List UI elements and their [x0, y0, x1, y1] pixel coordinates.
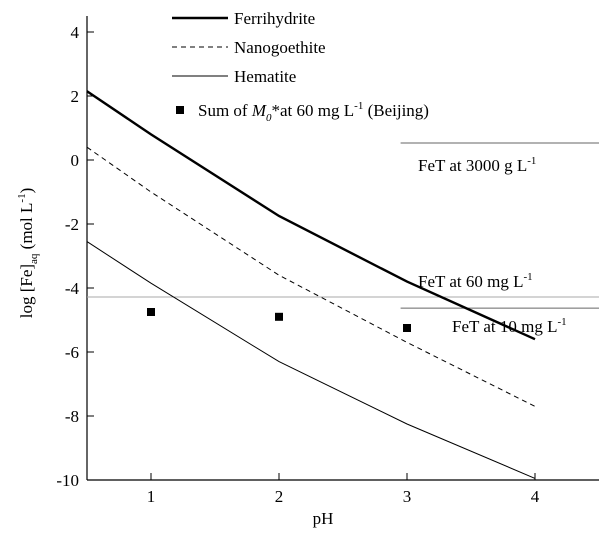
- legend-marker: [176, 106, 184, 114]
- reference-label: FeT at 3000 g L-1: [418, 155, 536, 175]
- text-part: -1: [557, 316, 566, 328]
- marker: [147, 308, 155, 316]
- legend-label: Sum of M0*at 60 mg L-1 (Beijing): [198, 100, 429, 124]
- text-part: log [Fe]: [17, 264, 36, 318]
- text-part: (Beijing): [363, 101, 429, 120]
- series-line: [86, 146, 536, 407]
- text-part: FeT at 3000 g L: [418, 156, 527, 175]
- text-part: ): [17, 188, 36, 194]
- y-tick-label: 2: [71, 87, 80, 106]
- reference-label: FeT at 10 mg L-1: [452, 316, 567, 336]
- series-line: [86, 241, 536, 479]
- marker: [403, 324, 411, 332]
- reference-label: FeT at 60 mg L-1: [418, 271, 533, 291]
- legend-label: Nanogoethite: [234, 38, 326, 57]
- text-part: -1: [354, 100, 363, 112]
- text-part: Hematite: [234, 67, 296, 86]
- x-tick-label: 1: [147, 487, 156, 506]
- y-tick-label: 0: [71, 151, 80, 170]
- text-part: aq: [28, 253, 40, 264]
- text-part: 0: [266, 112, 272, 124]
- text-part: FeT at 60 mg L: [418, 272, 523, 291]
- legend-label: Ferrihydrite: [234, 9, 315, 28]
- y-tick-label: -8: [65, 407, 79, 426]
- text-part: *at 60 mg L: [272, 101, 355, 120]
- series-line: [86, 90, 536, 341]
- y-tick-label: -6: [65, 343, 79, 362]
- text-part: -1: [523, 271, 532, 283]
- text-part: Sum of: [198, 101, 252, 120]
- x-tick-label: 2: [275, 487, 284, 506]
- text-part: (mol L: [17, 203, 36, 254]
- x-axis-label: pH: [313, 509, 334, 528]
- marker: [275, 312, 283, 321]
- text-part: Ferrihydrite: [234, 9, 315, 28]
- y-tick-label: -4: [65, 279, 80, 298]
- legend-label: Hematite: [234, 67, 296, 86]
- text-part: -1: [16, 193, 28, 202]
- text-part: M: [251, 101, 267, 120]
- text-part: -1: [527, 155, 536, 167]
- text-part: Nanogoethite: [234, 38, 326, 57]
- y-axis-label: log [Fe]aq (mol L-1): [16, 188, 40, 319]
- y-tick-label: -2: [65, 215, 79, 234]
- y-tick-label: -10: [56, 471, 79, 490]
- x-tick-label: 4: [531, 487, 540, 506]
- x-tick-label: 3: [403, 487, 412, 506]
- y-tick-label: 4: [71, 23, 80, 42]
